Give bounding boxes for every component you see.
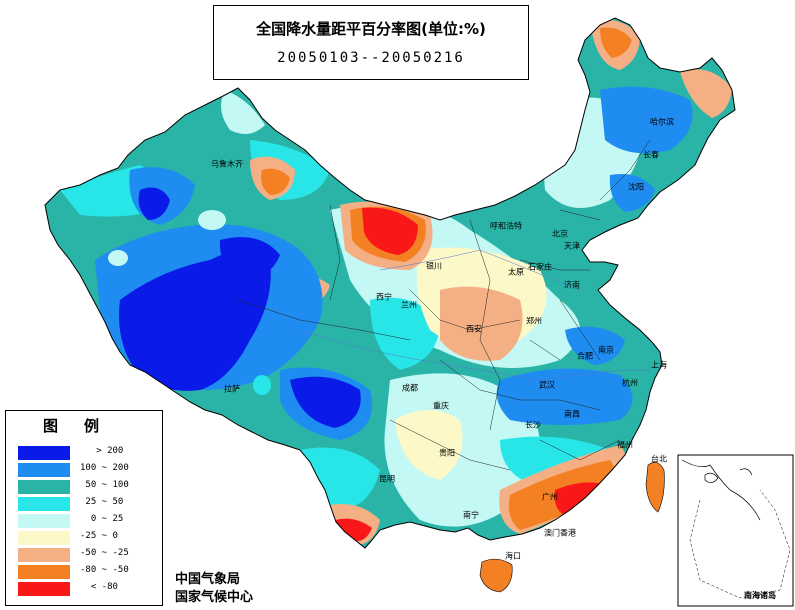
city-label: 天津 <box>564 241 580 251</box>
legend-item: > 200 <box>18 445 158 461</box>
city-label: 哈尔滨 <box>650 117 674 127</box>
city-label: 西安 <box>466 324 482 334</box>
legend-label: 0 ~ 25 <box>80 514 124 524</box>
city-label: 太原 <box>508 267 524 277</box>
inset-label: 南海诸岛 <box>744 591 776 600</box>
city-label: 兰州 <box>401 300 417 310</box>
city-label: 长沙 <box>525 420 541 430</box>
date-range: 20050103--20050216 <box>277 50 465 66</box>
legend-label: -50 ~ -25 <box>80 548 129 558</box>
city-label: 郑州 <box>526 316 542 326</box>
legend-swatch <box>18 463 70 477</box>
legend-item: < -80 <box>18 581 158 597</box>
city-label: 成都 <box>402 383 418 393</box>
legend-label: 25 ~ 50 <box>80 497 124 507</box>
city-label: 贵阳 <box>439 448 455 458</box>
legend-swatch <box>18 531 70 545</box>
city-label: 银川 <box>426 261 442 271</box>
legend-label: < -80 <box>80 582 118 592</box>
city-label: 昆明 <box>379 474 395 484</box>
city-label: 西宁 <box>376 292 392 302</box>
legend-item: -25 ~ 0 <box>18 530 158 546</box>
legend-title: 图例 <box>42 417 125 435</box>
city-label: 沈阳 <box>628 182 644 192</box>
title-box: 全国降水量距平百分率图(单位:%) 20050103--20050216 <box>213 5 529 80</box>
city-label: 南昌 <box>564 409 580 419</box>
map-title: 全国降水量距平百分率图(单位:%) <box>256 20 486 38</box>
legend-label: 50 ~ 100 <box>80 480 129 490</box>
city-label: 福州 <box>617 440 633 450</box>
legend-swatch <box>18 446 70 460</box>
city-label: 合肥 <box>577 351 593 361</box>
city-label: 武汉 <box>539 380 555 390</box>
legend-item: 0 ~ 25 <box>18 513 158 529</box>
agency-line1: 中国气象局 <box>175 572 241 587</box>
south-china-sea-inset <box>677 454 794 607</box>
city-label: 南京 <box>598 345 614 355</box>
city-label: 上海 <box>651 360 667 370</box>
legend-swatch <box>18 548 70 562</box>
city-label: 长春 <box>643 150 659 160</box>
city-label: 重庆 <box>433 401 449 411</box>
legend-label: 100 ~ 200 <box>80 463 129 473</box>
city-label: 拉萨 <box>224 384 240 394</box>
city-label: 石家庄 <box>528 262 552 272</box>
legend: 图例 > 200 100 ~ 200 50 ~ 100 25 ~ 50 0 ~ 2… <box>5 410 163 606</box>
city-label: 台北 <box>651 454 667 464</box>
legend-label: -25 ~ 0 <box>80 531 118 541</box>
city-label: 北京 <box>552 229 568 239</box>
legend-label: > 200 <box>80 446 124 456</box>
legend-item: 100 ~ 200 <box>18 462 158 478</box>
legend-swatch <box>18 514 70 528</box>
legend-swatch <box>18 497 70 511</box>
city-label: 济南 <box>564 280 580 290</box>
legend-label: -80 ~ -50 <box>80 565 129 575</box>
legend-swatch <box>18 582 70 596</box>
city-label: 乌鲁木齐 <box>211 159 243 169</box>
legend-swatch <box>18 480 70 494</box>
city-label: 澳门香港 <box>544 528 576 538</box>
city-label: 呼和浩特 <box>490 221 522 231</box>
legend-item: -80 ~ -50 <box>18 564 158 580</box>
city-label: 杭州 <box>622 378 638 388</box>
legend-item: 25 ~ 50 <box>18 496 158 512</box>
agency-line2: 国家气候中心 <box>175 590 254 605</box>
legend-item: -50 ~ -25 <box>18 547 158 563</box>
legend-item: 50 ~ 100 <box>18 479 158 495</box>
city-label: 南宁 <box>463 510 479 520</box>
legend-swatch <box>18 565 70 579</box>
city-label: 海口 <box>505 551 521 561</box>
city-label: 广州 <box>542 492 558 502</box>
